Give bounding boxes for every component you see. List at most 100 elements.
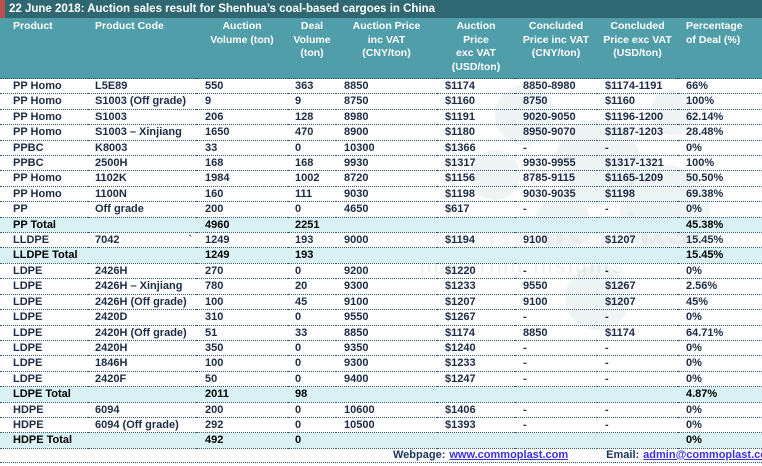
total-row: LLDPE Total 1249 193 15.45%: [0, 247, 762, 264]
cell: 200: [196, 402, 288, 418]
cell: 0%: [678, 417, 762, 434]
cell: -: [515, 402, 597, 418]
cell: 33: [288, 325, 336, 341]
col-header-percentage-of-deal: Percentage of Deal (%): [678, 18, 762, 79]
cell: $1406: [437, 402, 515, 418]
footer: Webpage: www.commoplast.com Email: admin…: [0, 448, 762, 463]
cell: 1102K: [88, 170, 196, 187]
cell: 2.56%: [678, 278, 762, 295]
cell: 9100: [515, 294, 597, 311]
table-row: PP Off grade 200 0 4650 $617- -0%: [0, 201, 762, 218]
cell: 160: [196, 186, 288, 203]
cell: -: [597, 355, 678, 372]
cell: 10600: [336, 402, 437, 418]
table-row: HDPE 6094 200 0 10600 $1406- -0%: [0, 402, 762, 418]
cell: 4960: [196, 217, 288, 234]
cell: -: [597, 417, 678, 434]
table-row: LDPE 1846H 100 0 9300 $1233- -0%: [0, 355, 762, 372]
cell: $1207: [597, 232, 678, 249]
cell: 206: [196, 109, 288, 126]
header-row: Product Product Code Auction Volume (ton…: [0, 18, 762, 79]
cell: PP: [0, 201, 88, 218]
cell: 0%: [678, 340, 762, 357]
cell: 0: [288, 340, 336, 357]
cell: 9000: [336, 232, 437, 249]
cell: 0: [288, 140, 336, 157]
stray-mark: `: [188, 234, 192, 247]
cell: 8720: [336, 170, 437, 187]
cell: [437, 217, 515, 234]
table-row: LDPE 2426H 270 0 9200 $1220- -0%: [0, 263, 762, 280]
cell: 2251: [288, 217, 336, 234]
cell: LLDPE: [0, 232, 88, 249]
cell: $1247: [437, 371, 515, 388]
table-row: PPBC K8003 33 0 10300 $1366- -0%: [0, 140, 762, 157]
cell: 51: [196, 325, 288, 341]
cell: 193: [288, 247, 336, 264]
cell: 292: [196, 417, 288, 434]
cell: 111: [288, 186, 336, 203]
cell: -: [515, 309, 597, 326]
cell: PPBC: [0, 155, 88, 172]
cell: [336, 432, 437, 449]
cell: $1198: [437, 186, 515, 203]
table-row: HDPE 6094 (Off grade) 292 0 10500 $1393- -0%: [0, 417, 762, 434]
cell: 4.87%: [678, 386, 762, 403]
cell: $1174: [437, 325, 515, 341]
email-link[interactable]: admin@commoplast.com: [643, 448, 762, 461]
cell: LDPE: [0, 309, 88, 326]
cell: 1984: [196, 170, 288, 187]
cell: S1003: [88, 109, 196, 126]
cell: 2420H: [88, 340, 196, 357]
title-accent-bar: [0, 0, 5, 18]
cell: [336, 386, 437, 403]
cell: $1317-1321: [597, 155, 678, 172]
cell: [597, 386, 678, 403]
cell: 9020-9050: [515, 109, 597, 126]
cell: -: [597, 201, 678, 218]
cell: -: [515, 140, 597, 157]
cell: 100: [196, 294, 288, 311]
cell: [437, 247, 515, 264]
cell: 98: [288, 386, 336, 403]
cell: 1249: [196, 247, 288, 264]
cell: 28.48%: [678, 124, 762, 141]
cell: 8900: [336, 124, 437, 141]
cell: $1174: [597, 325, 678, 341]
table-row: PP Homo 1102K 1984 1002 8720 $1156 8785-9115 $1…: [0, 170, 762, 187]
cell: $1191: [437, 109, 515, 126]
cell: 50: [196, 371, 288, 388]
webpage-link[interactable]: www.commoplast.com: [449, 448, 569, 461]
cell: $1180: [437, 124, 515, 141]
cell: [515, 432, 597, 449]
cell: 0: [288, 263, 336, 280]
cell: [515, 247, 597, 264]
cell: PP Homo: [0, 170, 88, 187]
col-header-deal-volume: Deal Volume (ton): [288, 18, 336, 79]
col-header-auction-price-inc-vat: Auction Price inc VAT (CNY/ton): [336, 18, 437, 79]
cell: 9: [196, 93, 288, 110]
cell: $1393: [437, 417, 515, 434]
total-row: HDPE Total 492 0 0%: [0, 432, 762, 449]
cell: 200: [196, 201, 288, 218]
cell: $1207: [597, 294, 678, 311]
cell: 4650: [336, 201, 437, 218]
cell: -: [597, 140, 678, 157]
cell: 50.50%: [678, 170, 762, 187]
col-header-auction-volume: Auction Volume (ton): [196, 18, 288, 79]
cell: S1003 – Xinjiang: [88, 124, 196, 141]
table-row: LDPE 2420D 310 0 9550 $1267- -0%: [0, 309, 762, 326]
cell: 33: [196, 140, 288, 157]
cell: 7042 `: [88, 232, 196, 249]
cell: Off grade: [88, 201, 196, 218]
cell: $1194: [437, 232, 515, 249]
table-row: PP Homo S1003 – Xinjiang 1650 470 8900 $1180 8…: [0, 124, 762, 141]
cell: 8980: [336, 109, 437, 126]
cell: LDPE: [0, 355, 88, 372]
cell: 45%: [678, 294, 762, 311]
cell: 0: [288, 201, 336, 218]
email-label: Email:: [606, 448, 640, 461]
cell: 10300: [336, 140, 437, 157]
cell: [88, 386, 196, 403]
cell: 492: [196, 432, 288, 449]
